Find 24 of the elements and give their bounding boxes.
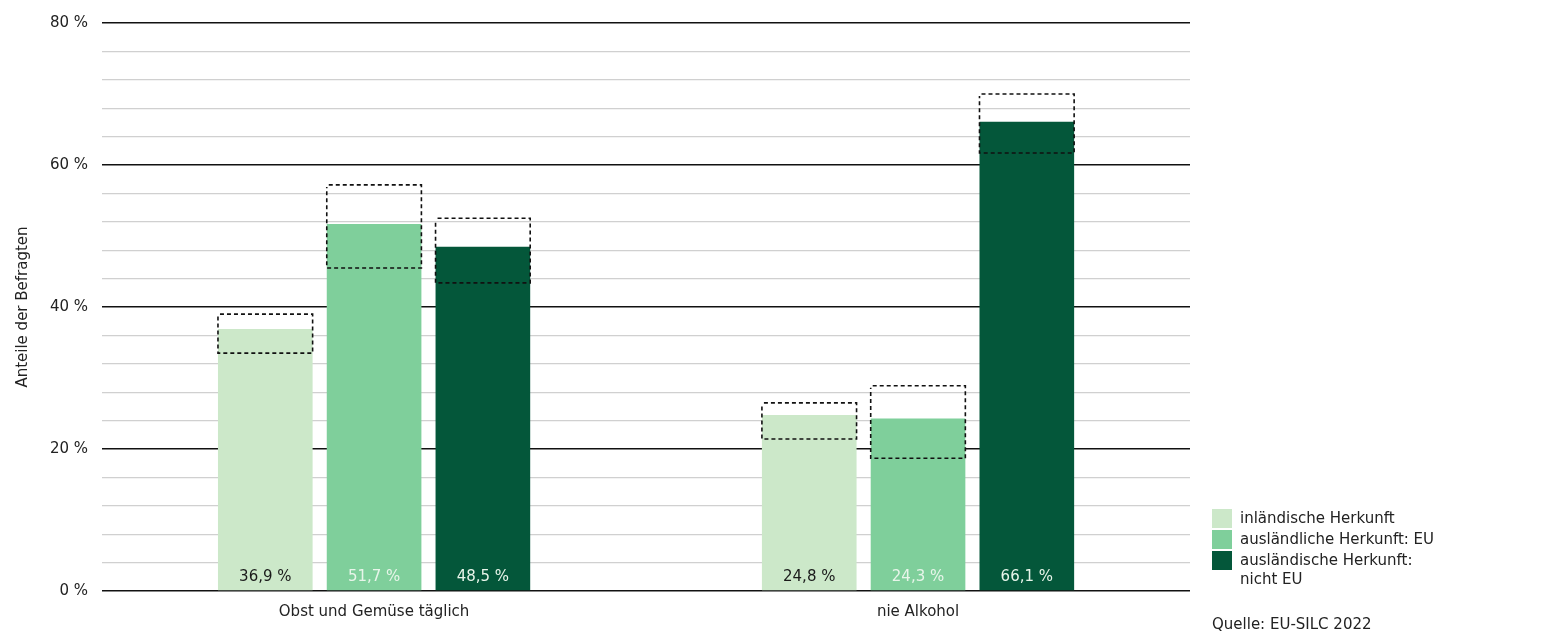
y-tick-label: 40 % xyxy=(50,296,89,315)
source-note: Quelle: EU-SILC 2022 xyxy=(1212,615,1373,633)
y-axis-title: Anteile der Befragten xyxy=(12,226,31,388)
bar xyxy=(435,246,531,591)
data-label: 66,1 % xyxy=(1000,567,1054,586)
data-label: 48,5 % xyxy=(456,567,510,586)
bar xyxy=(870,418,966,591)
data-label: 36,9 % xyxy=(239,567,292,586)
y-tick-label: 0 % xyxy=(59,580,89,599)
data-label: 24,8 % xyxy=(783,567,836,586)
y-tick-label: 20 % xyxy=(50,438,89,457)
legend-label: ausländische Herkunft: nicht EU xyxy=(1240,551,1414,589)
data-label: 24,3 % xyxy=(891,567,945,586)
data-label: 51,7 % xyxy=(347,567,401,586)
x-tick-label: Obst und Gemüse täglich xyxy=(278,601,470,620)
bar xyxy=(217,329,313,591)
bar xyxy=(979,121,1075,591)
y-tick-label: 80 % xyxy=(50,12,89,31)
legend-label: ausländliche Herkunft: EU xyxy=(1240,530,1435,549)
bar xyxy=(326,223,422,591)
y-tick-label: 60 % xyxy=(50,154,89,173)
legend-label: inländische Herkunft xyxy=(1240,509,1395,528)
bar xyxy=(761,414,857,591)
x-tick-label: nie Alkohol xyxy=(876,601,960,620)
